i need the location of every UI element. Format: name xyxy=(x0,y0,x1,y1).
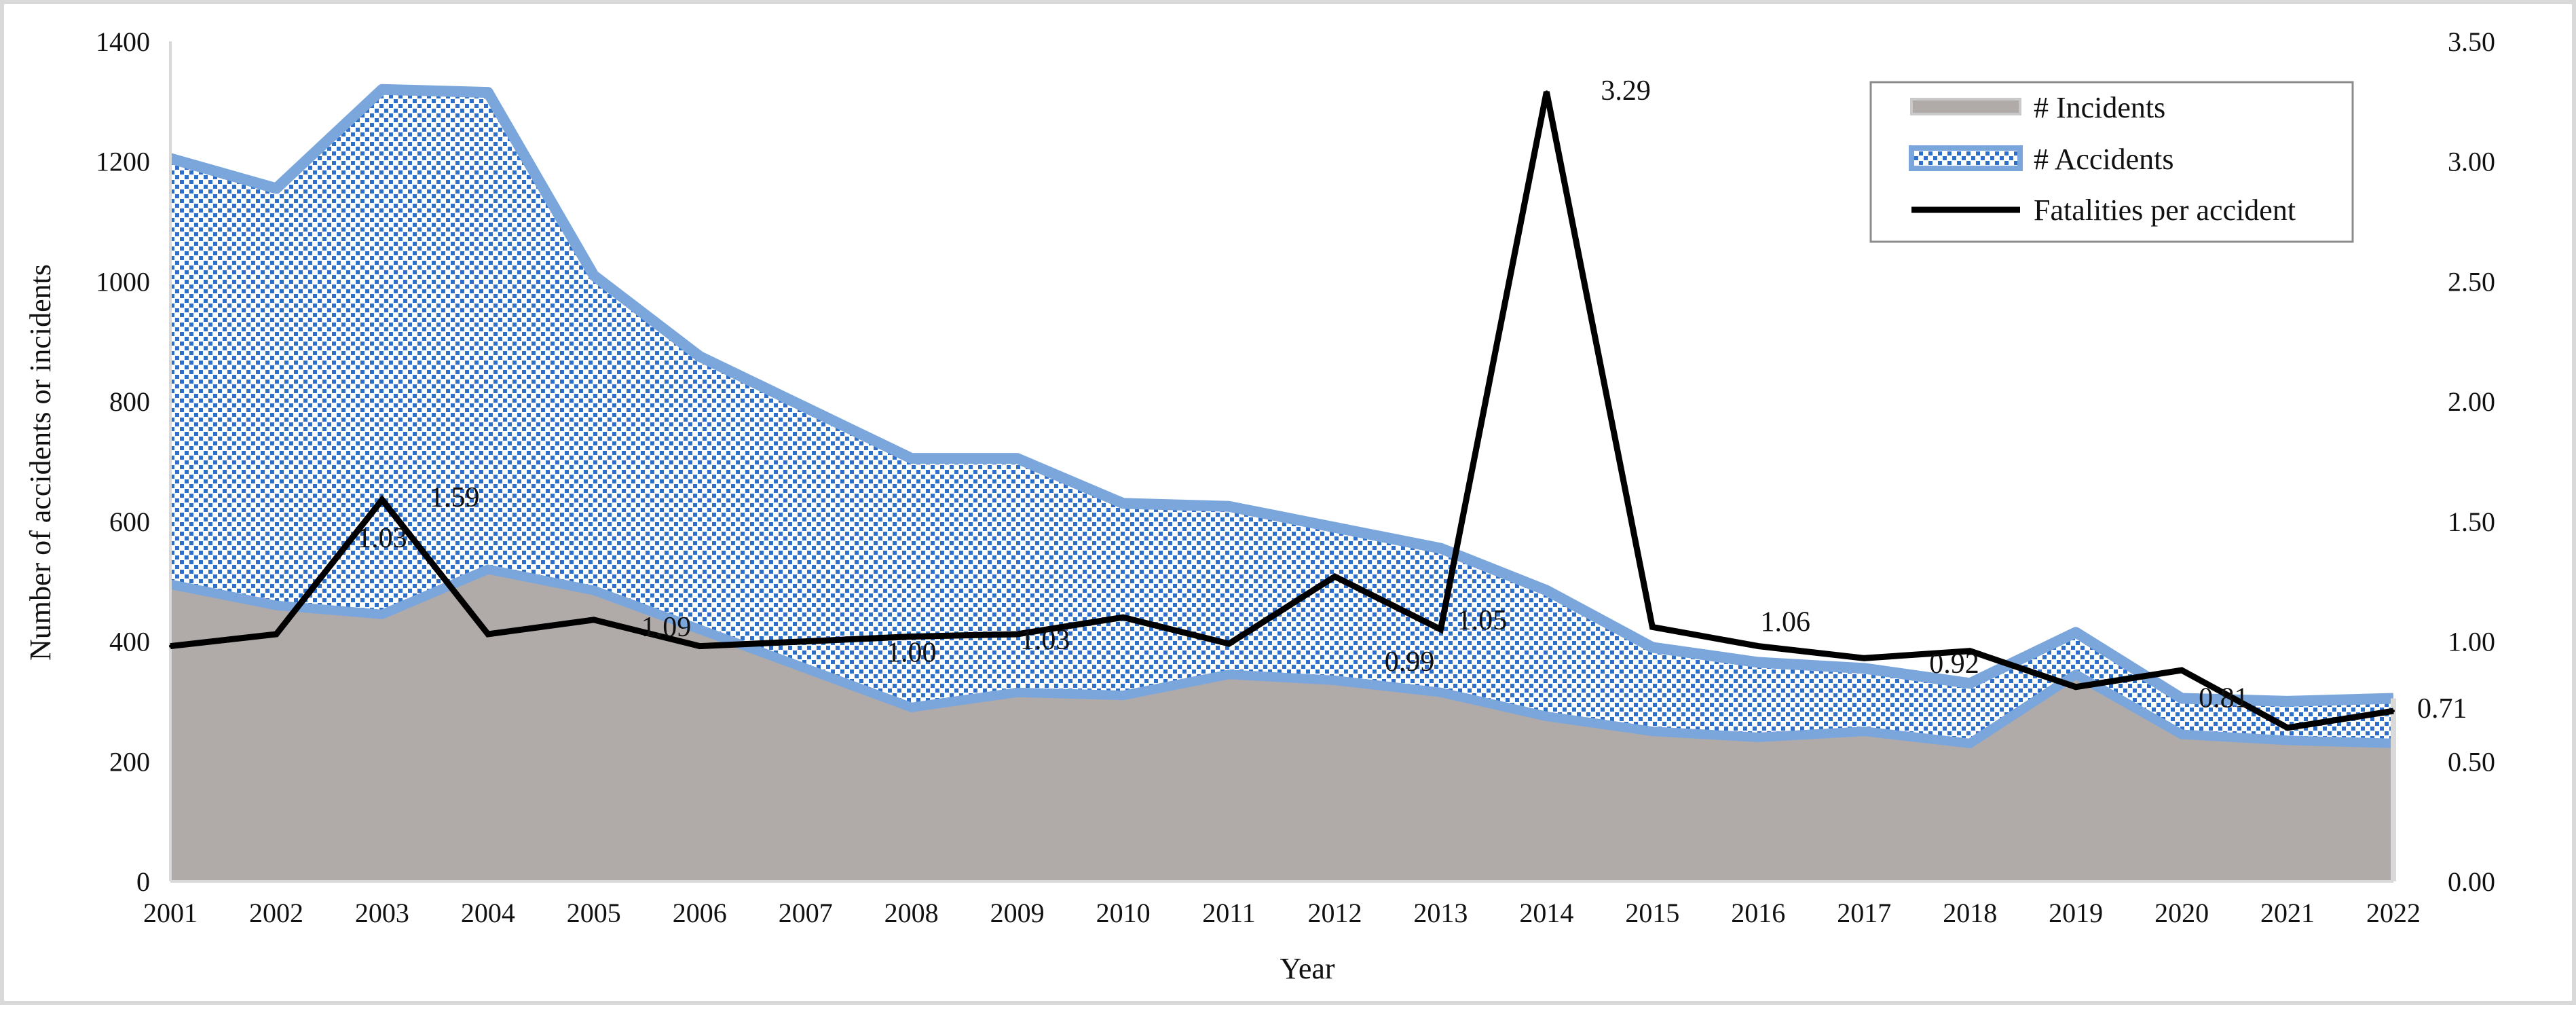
x-tick-label: 2020 xyxy=(2154,898,2209,928)
data-label: 0.81 xyxy=(2199,683,2249,714)
x-tick-label: 2001 xyxy=(143,898,198,928)
fatalities-point xyxy=(275,633,278,636)
data-labels: 1.03 1.59 1.09 1.00 1.03 0.99 1.05 3.29 1.06 0.92… xyxy=(357,75,2467,724)
fatalities-line xyxy=(170,91,2394,731)
x-tick-label: 2008 xyxy=(884,898,939,928)
data-label: 1.03 xyxy=(357,523,407,554)
y2-tick-label: 1.00 xyxy=(2448,627,2495,657)
x-tick-label: 2012 xyxy=(1307,898,1362,928)
y-tick-label: 1200 xyxy=(96,147,150,177)
fatalities-point xyxy=(1651,625,1654,629)
y2-tick-label: 0.00 xyxy=(2448,866,2495,897)
fatalities-point xyxy=(2286,726,2289,729)
fatalities-point xyxy=(1333,575,1337,579)
y-tick-label: 0 xyxy=(136,866,150,897)
axes xyxy=(169,41,2393,883)
x-tick-label: 2002 xyxy=(249,898,303,928)
x-tick-label: 2021 xyxy=(2260,898,2315,928)
data-label: 1.59 xyxy=(430,482,480,513)
y-tick-label: 1400 xyxy=(96,26,150,57)
fatalities-point xyxy=(1863,657,1866,660)
data-label: 1.00 xyxy=(886,638,937,669)
y-tick-label: 400 xyxy=(109,627,150,657)
fatalities-point xyxy=(2074,685,2078,689)
legend-swatch-accidents xyxy=(1909,145,2023,171)
y-axis-title: Number of accidents or incidents xyxy=(24,264,57,661)
x-tick-label: 2019 xyxy=(2049,898,2103,928)
y2-tick-label: 3.00 xyxy=(2448,147,2495,177)
y-tick-labels: 0 200 400 600 800 1000 1200 1400 xyxy=(96,26,150,897)
y2-tick-label: 3.50 xyxy=(2448,26,2495,57)
x-tick-label: 2014 xyxy=(1519,898,1573,928)
data-label: 1.06 xyxy=(1761,607,1811,638)
incidents-area-outline xyxy=(169,564,2394,748)
data-label: 0.99 xyxy=(1385,646,1435,678)
fatalities-point xyxy=(1545,90,1548,94)
data-label: 1.09 xyxy=(641,612,692,643)
fatalities-point xyxy=(486,633,489,636)
y-tick-label: 200 xyxy=(109,746,150,777)
fatalities-point xyxy=(804,640,807,643)
x-tick-label: 2009 xyxy=(990,898,1045,928)
data-label: 3.29 xyxy=(1601,75,1651,107)
x-tick-label: 2003 xyxy=(355,898,409,928)
y-tick-label: 800 xyxy=(109,386,150,417)
legend-swatch-incidents xyxy=(1910,98,2021,115)
fatalities-point xyxy=(1121,616,1125,619)
y2-tick-label: 2.00 xyxy=(2448,386,2495,417)
x-tick-label: 2015 xyxy=(1625,898,1679,928)
x-tick-label: 2018 xyxy=(1943,898,1997,928)
x-tick-label: 2011 xyxy=(1202,898,1256,928)
x-tick-label: 2010 xyxy=(1096,898,1151,928)
fatalities-point xyxy=(592,618,595,621)
data-label: 0.92 xyxy=(1929,648,1979,680)
line-layer xyxy=(169,90,2395,731)
y-tick-label: 600 xyxy=(109,507,150,537)
y2-tick-labels: 0.00 0.50 1.00 1.50 2.00 2.50 3.00 3.50 xyxy=(2448,26,2495,897)
fatalities-point xyxy=(1227,642,1231,646)
fatalities-point xyxy=(380,498,384,501)
fatalities-point xyxy=(910,635,913,638)
x-tick-label: 2017 xyxy=(1837,898,1891,928)
legend-label-accidents: # Accidents xyxy=(2034,143,2174,176)
x-axis-title: Year xyxy=(1280,952,1334,985)
y-tick-label: 1000 xyxy=(96,266,150,297)
x-tick-label: 2022 xyxy=(2366,898,2421,928)
x-tick-label: 2006 xyxy=(673,898,727,928)
legend-label-incidents: # Incidents xyxy=(2034,91,2165,124)
legend-label-fatalities: Fatalities per accident xyxy=(2034,194,2296,227)
x-tick-label: 2004 xyxy=(461,898,515,928)
x-tick-label: 2007 xyxy=(779,898,833,928)
fatalities-point xyxy=(1439,627,1442,631)
accidents-area-outline xyxy=(168,84,2394,707)
x-tick-label: 2013 xyxy=(1413,898,1468,928)
x-tick-labels: 2001 2002 2003 2004 2005 2006 2007 2008 2009 2010… xyxy=(143,898,2421,928)
fatalities-point xyxy=(169,644,172,648)
fatalities-point xyxy=(698,644,701,648)
y2-tick-label: 0.50 xyxy=(2448,746,2495,777)
fatalities-point xyxy=(1968,649,1972,653)
y2-tick-label: 1.50 xyxy=(2448,507,2495,537)
y2-tick-label: 2.50 xyxy=(2448,266,2495,297)
fatalities-point xyxy=(1015,633,1019,636)
fatalities-point xyxy=(1757,644,1760,648)
fatalities-point xyxy=(2392,710,2395,713)
x-tick-label: 2016 xyxy=(1731,898,1785,928)
fatalities-point xyxy=(2180,669,2184,672)
x-tick-label: 2005 xyxy=(567,898,621,928)
legend: # Incidents # Accidents Fatalities per a… xyxy=(1869,81,2354,243)
data-label: 1.05 xyxy=(1457,605,1508,636)
data-label: 1.03 xyxy=(1020,625,1070,656)
data-label: 0.71 xyxy=(2417,693,2467,724)
